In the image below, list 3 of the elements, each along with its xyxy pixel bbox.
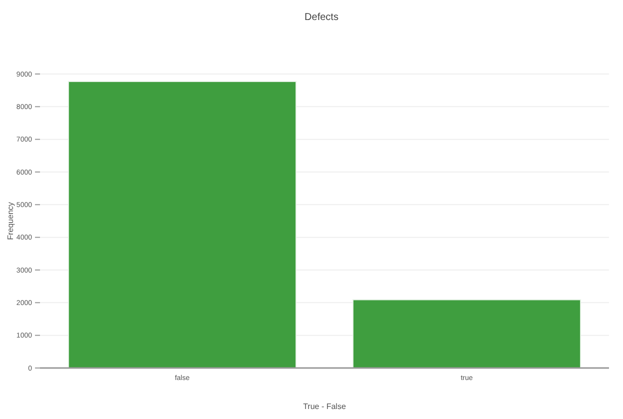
x-axis-title: True - False [303, 402, 346, 411]
chart-title: Defects [304, 12, 338, 23]
y-axis-title: Frequency [6, 202, 15, 240]
